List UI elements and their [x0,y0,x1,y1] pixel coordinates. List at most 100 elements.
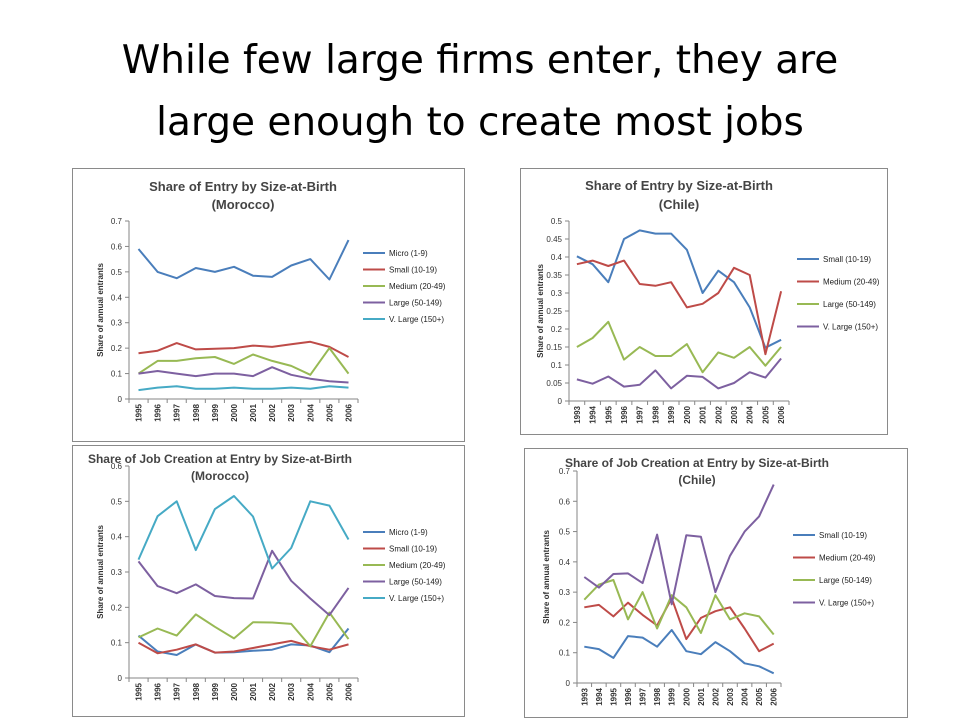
x-tick-label: 1997 [173,682,182,700]
y-tick-label: 0.1 [559,649,571,658]
x-tick-label: 2000 [682,687,691,705]
x-tick-label: 1997 [636,405,645,423]
x-tick-label: 2004 [306,682,315,700]
chart-jobs-chile: Share of Job Creation at Entry by Size-a… [542,456,876,706]
chart-title-line: (Morocco) [212,197,275,212]
chart-title-line: (Morocco) [191,469,249,483]
x-tick-label: 1998 [192,403,201,421]
x-tick-label: 2002 [268,682,277,700]
x-tick-label: 2004 [306,403,315,421]
legend-label: Medium (20-49) [819,554,876,563]
chart-panel-entry-morocco: Share of Entry by Size-at-Birth (Morocco)… [72,168,465,442]
y-axis-label: Share of annual entrants [536,264,545,358]
series-line-3 [138,611,350,648]
x-tick-label: 2005 [325,403,334,421]
x-tick-label: 2002 [711,687,720,705]
x-tick-label: 2000 [230,403,239,421]
y-tick-label: 0.1 [111,639,123,648]
legend-label: Medium (20-49) [823,278,880,287]
chart-panel-jobs-chile: Share of Job Creation at Entry by Size-a… [524,448,908,718]
y-tick-label: 0.3 [111,319,123,328]
x-tick-label: 2000 [230,682,239,700]
x-tick-label: 1993 [573,405,582,423]
x-tick-label: 2003 [730,405,739,423]
legend-label: Small (10-19) [389,266,437,275]
slide-title-line-1: While few large firms enter, they are [121,38,839,83]
x-tick-label: 1995 [604,405,613,423]
y-tick-label: 0.05 [546,379,562,388]
legend-label: Small (10-19) [823,255,871,264]
x-tick-label: 1998 [192,682,201,700]
y-tick-label: 0.6 [559,497,571,506]
x-tick-label: 1995 [609,687,618,705]
x-tick-label: 1995 [135,403,144,421]
y-tick-label: 0.2 [559,618,571,627]
x-tick-label: 2005 [325,682,334,700]
legend-label: Small (10-19) [389,545,437,554]
chart-title-line: Share of Entry by Size-at-Birth [585,178,773,193]
x-tick-label: 2003 [287,682,296,700]
series-line-1 [576,229,782,349]
y-tick-label: 0.4 [551,253,563,262]
legend-label: Large (50-149) [389,299,442,308]
y-tick-label: 0.5 [551,217,563,226]
y-axis-label: Share of annual entrants [96,525,105,619]
x-tick-label: 1994 [595,687,604,705]
x-tick-label: 1996 [624,687,633,705]
series-line-3 [576,320,782,374]
y-tick-label: 0.2 [111,603,123,612]
slide-title-line-2: large enough to create most jobs [156,100,804,145]
series-line-2 [584,597,775,653]
x-tick-label: 1999 [211,682,220,700]
series-line-4 [138,366,349,384]
x-tick-label: 2006 [777,405,786,423]
x-tick-label: 2001 [249,403,258,421]
x-tick-label: 1999 [667,405,676,423]
chart-title-line: (Chile) [659,197,699,212]
legend-label: Large (50-149) [823,300,876,309]
y-tick-label: 0.4 [111,293,123,302]
x-tick-label: 2002 [714,405,723,423]
chart-title-line: Share of Job Creation at Entry by Size-a… [565,456,829,470]
series-line-4 [137,549,350,617]
series-line-2 [138,639,349,655]
series-line-2 [138,340,349,358]
x-tick-label: 2005 [755,687,764,705]
series-line-3 [583,579,775,636]
y-tick-label: 0.7 [111,217,123,226]
y-tick-label: 0.5 [559,528,571,537]
x-tick-label: 2003 [287,403,296,421]
y-axis-label: Share of annual entrants [542,530,551,624]
x-tick-label: 1998 [651,405,660,423]
x-tick-label: 1996 [154,403,163,421]
y-tick-label: 0.2 [551,325,563,334]
y-tick-label: 0.7 [559,467,571,476]
chart-entry-morocco: Share of Entry by Size-at-Birth (Morocco)… [96,179,446,422]
y-tick-label: 0.6 [111,242,123,251]
legend-label: Large (50-149) [819,576,872,585]
x-tick-label: 1993 [580,687,589,705]
y-tick-label: 0 [558,397,563,406]
chart-panel-entry-chile: Share of Entry by Size-at-Birth (Chile) 0 0… [520,168,888,435]
x-tick-label: 1999 [211,403,220,421]
y-tick-label: 0 [118,674,123,683]
x-tick-label: 1998 [653,687,662,705]
y-tick-label: 0.45 [546,235,562,244]
legend-label: V. Large (150+) [823,323,878,332]
legend-label: Micro (1-9) [389,528,428,537]
x-tick-label: 2001 [249,682,258,700]
x-tick-label: 1999 [668,687,677,705]
y-tick-label: 0.2 [111,344,123,353]
x-tick-label: 2004 [746,405,755,423]
y-tick-label: 0.3 [559,588,571,597]
y-tick-label: 0.4 [559,558,571,567]
y-tick-label: 0.3 [551,289,563,298]
legend-label: Small (10-19) [819,531,867,540]
x-tick-label: 1994 [589,405,598,423]
x-tick-label: 2001 [697,687,706,705]
y-tick-label: 0 [118,395,123,404]
x-tick-label: 2006 [344,403,353,421]
x-tick-label: 2004 [741,687,750,705]
series-line-2 [576,259,783,356]
x-tick-label: 1996 [620,405,629,423]
